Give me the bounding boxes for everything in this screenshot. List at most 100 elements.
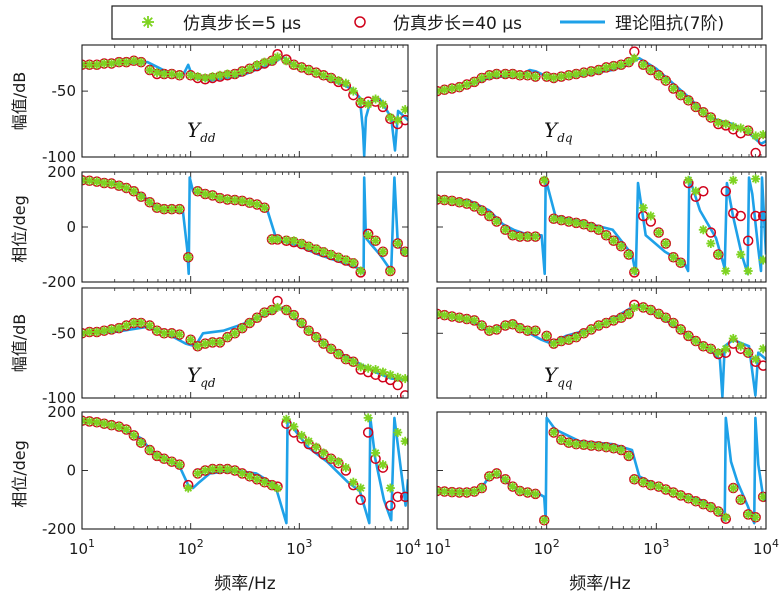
- sim5-point: [758, 255, 766, 265]
- sim5-point: [743, 266, 753, 276]
- sim5-point: [92, 327, 102, 337]
- sim5-point: [289, 310, 299, 320]
- sim5-point: [629, 302, 639, 312]
- sim5-point: [341, 463, 351, 473]
- sim5-point: [92, 60, 102, 70]
- sim5-point: [356, 266, 366, 276]
- sim5-point: [348, 357, 358, 367]
- x-tick-exponent: 1: [444, 537, 451, 550]
- panel-dq-phase: [436, 171, 767, 283]
- sim5-point: [348, 86, 358, 96]
- sim5-point: [691, 496, 701, 506]
- sim5-point: [393, 372, 403, 382]
- sim5-point: [609, 236, 619, 246]
- sim5-point: [484, 70, 494, 80]
- sim5-point: [400, 247, 408, 257]
- legend: 仿真步长=5 μs 仿真步长=40 μs 理论阻抗(7阶): [111, 5, 763, 40]
- x-tick-label: 102: [178, 537, 204, 558]
- sim5-point: [311, 244, 321, 254]
- sim5-point: [654, 228, 664, 237]
- sim5-point: [99, 178, 109, 188]
- sim5-point: [107, 324, 117, 334]
- ylabel-mag-bottom: 幅值/dB: [10, 314, 29, 373]
- sim5-point: [267, 305, 277, 315]
- sim5-point: [616, 445, 626, 455]
- sim5-point: [341, 354, 351, 364]
- sim5-point: [183, 252, 193, 262]
- y-tick-label: -200: [42, 520, 76, 538]
- sim5-point: [683, 493, 693, 503]
- sim5-point: [661, 239, 671, 248]
- sim5-point: [237, 66, 247, 76]
- sim5-point: [523, 487, 533, 497]
- sim5-point: [594, 441, 604, 451]
- sim5-point: [400, 105, 408, 115]
- sim5-point: [609, 443, 619, 453]
- sim5-point: [84, 327, 94, 337]
- sim5-point: [646, 65, 656, 75]
- sim5-point: [136, 57, 146, 67]
- sim5-point: [378, 99, 388, 109]
- sim5-point: [222, 69, 232, 79]
- sim5-point: [713, 250, 723, 259]
- sim5-points: [82, 413, 408, 493]
- sim5-point: [439, 85, 449, 95]
- sim5-point: [713, 348, 723, 358]
- sim5-point: [107, 179, 117, 189]
- sim5-point: [668, 83, 678, 93]
- sim5-point: [326, 454, 336, 464]
- sim5-point: [356, 483, 366, 493]
- sim5-point: [304, 436, 314, 446]
- sim5-point: [259, 203, 269, 213]
- sim5-point: [447, 196, 457, 206]
- sim5-point: [579, 328, 589, 338]
- sim5-point: [654, 70, 664, 80]
- sim5-point: [259, 477, 269, 487]
- sim5-point: [691, 186, 701, 196]
- sim5-point: [333, 457, 343, 467]
- sim5-point: [107, 58, 117, 68]
- sim5-point: [571, 69, 581, 79]
- sim5-point: [439, 310, 449, 320]
- sim5-point: [579, 440, 589, 450]
- sim40-point: [385, 500, 396, 511]
- x-tick-label: 102: [534, 537, 560, 558]
- sim5-point: [713, 506, 723, 516]
- sim5-points: [82, 175, 408, 276]
- sim5-point: [668, 487, 678, 497]
- sim5-point: [400, 374, 408, 384]
- sim5-point: [530, 489, 540, 499]
- sim5-point: [222, 464, 232, 474]
- sim5-point: [371, 365, 381, 375]
- sim5-point: [297, 239, 307, 248]
- sim5-point: [698, 107, 708, 117]
- sim5-point: [549, 73, 559, 83]
- sim5-point: [668, 252, 678, 262]
- sim5-point: [371, 448, 381, 458]
- sim40-point: [399, 390, 408, 398]
- sim5-point: [136, 318, 146, 328]
- sim5-point: [84, 176, 94, 186]
- sim5-point: [319, 448, 329, 458]
- sim5-point: [743, 348, 753, 358]
- sim5-points: [437, 53, 766, 141]
- sim5-point: [469, 201, 479, 211]
- sim40-point: [355, 494, 366, 505]
- x-tick-label: 104: [753, 537, 779, 558]
- sim5-point: [706, 112, 716, 122]
- sim5-point: [378, 460, 388, 470]
- plot-area: [437, 288, 766, 398]
- sim5-point: [571, 332, 581, 342]
- sim5-point: [267, 56, 277, 66]
- y-tick-label: 0: [66, 462, 76, 480]
- sim5-point: [200, 339, 210, 349]
- sim5-point: [706, 239, 716, 248]
- sim5-point: [237, 468, 247, 478]
- plot-area: [82, 288, 408, 398]
- sim5-point: [304, 65, 314, 75]
- sim5-point: [654, 482, 664, 492]
- sim5-point: [530, 72, 540, 82]
- sim5-point: [616, 60, 626, 70]
- sim5-point: [454, 197, 464, 207]
- sim5-point: [208, 190, 218, 200]
